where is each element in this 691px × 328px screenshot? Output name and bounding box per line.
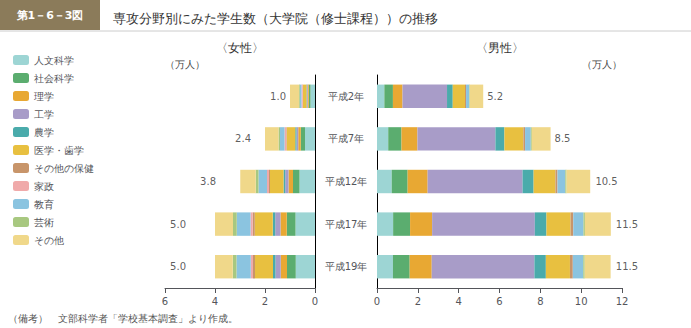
svg-text:11.5: 11.5: [616, 219, 638, 230]
svg-text:その他の保健: その他の保健: [34, 163, 94, 174]
svg-text:家政: 家政: [34, 181, 54, 192]
svg-text:社会科学: 社会科学: [34, 73, 74, 84]
svg-text:12: 12: [616, 296, 629, 307]
svg-text:〈女性〉: 〈女性〉: [216, 41, 264, 55]
svg-text:平成19年: 平成19年: [325, 261, 368, 272]
svg-text:4: 4: [212, 296, 218, 307]
svg-text:2: 2: [415, 296, 421, 307]
svg-text:10: 10: [575, 296, 588, 307]
svg-text:5.0: 5.0: [170, 219, 186, 230]
svg-text:（万人）: （万人）: [582, 59, 622, 70]
svg-text:平成7年: 平成7年: [328, 133, 364, 144]
svg-text:0: 0: [312, 296, 318, 307]
svg-text:8: 8: [537, 296, 543, 307]
svg-text:5.0: 5.0: [170, 261, 186, 272]
svg-text:平成17年: 平成17年: [325, 219, 368, 230]
svg-text:医学・歯学: 医学・歯学: [34, 145, 84, 156]
svg-text:平成2年: 平成2年: [328, 91, 364, 102]
svg-text:3.8: 3.8: [200, 176, 216, 187]
svg-text:10.5: 10.5: [595, 176, 617, 187]
svg-text:6: 6: [162, 296, 168, 307]
svg-text:6: 6: [496, 296, 502, 307]
svg-text:2: 2: [262, 296, 268, 307]
svg-text:その他: その他: [34, 235, 64, 246]
svg-text:8.5: 8.5: [555, 133, 571, 144]
svg-text:2.4: 2.4: [235, 133, 251, 144]
svg-text:専攻分野別にみた学生数（大学院（修士課程））の推移: 専攻分野別にみた学生数（大学院（修士課程））の推移: [113, 11, 438, 26]
svg-text:平成12年: 平成12年: [325, 176, 368, 187]
svg-text:5.2: 5.2: [487, 91, 503, 102]
svg-text:第1－6－3図: 第1－6－3図: [16, 9, 84, 22]
svg-text:理学: 理学: [34, 91, 54, 102]
svg-text:4: 4: [455, 296, 461, 307]
svg-text:0: 0: [374, 296, 380, 307]
svg-text:（備考） 文部科学者「学校基本調査」より作成。: （備考） 文部科学者「学校基本調査」より作成。: [8, 313, 238, 324]
svg-text:工学: 工学: [34, 109, 54, 120]
svg-text:1.0: 1.0: [270, 91, 286, 102]
svg-text:〈男性〉: 〈男性〉: [476, 41, 524, 55]
svg-text:教育: 教育: [34, 199, 54, 210]
svg-text:11.5: 11.5: [616, 261, 638, 272]
svg-text:農学: 農学: [34, 127, 54, 138]
svg-text:芸術: 芸術: [34, 217, 54, 228]
svg-text:人文科学: 人文科学: [34, 55, 74, 66]
svg-text:（万人）: （万人）: [165, 59, 205, 70]
